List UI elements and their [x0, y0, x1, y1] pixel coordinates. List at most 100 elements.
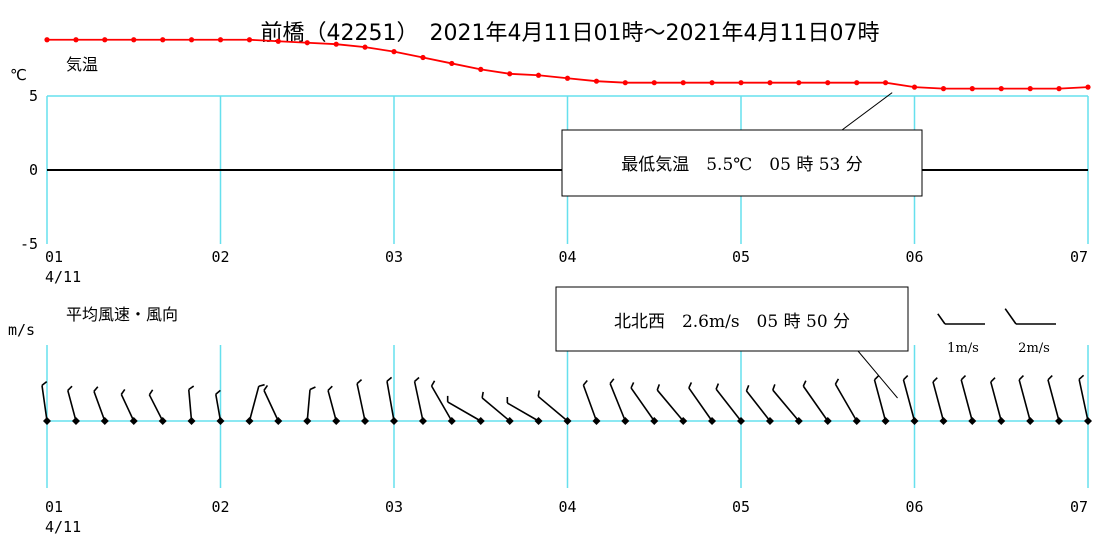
temp-point: [73, 37, 79, 43]
temp-point: [622, 80, 628, 86]
temp-xtick-label: 02: [211, 248, 229, 266]
wind-barb: [41, 381, 51, 425]
wind-legend-tick: [1004, 308, 1017, 325]
max-wind-annotation: 北北西 2.6m/s 05 時 50 分: [555, 286, 909, 399]
wind-barb-tick: [93, 386, 99, 392]
chart-title: 前橋（42251） 2021年4月11日01時～2021年4月11日07時: [261, 21, 880, 46]
wind-barb-marker: [274, 417, 283, 425]
wind-barb-marker: [418, 417, 427, 425]
wind-barb-marker: [505, 417, 514, 425]
wind-barb-staff: [248, 386, 260, 422]
temp-point: [160, 37, 166, 43]
wind-barb: [430, 380, 456, 425]
temp-point: [420, 54, 426, 61]
wind-barb: [1078, 374, 1092, 425]
temp-point: [44, 37, 50, 43]
wind-barb: [582, 379, 601, 425]
wind-legend: 1m/s 2m/s: [937, 308, 1056, 356]
temp-point: [275, 38, 281, 44]
wind-barb-marker: [534, 417, 543, 425]
wind-barb-marker: [187, 417, 196, 425]
wind-barb-staff: [688, 387, 713, 422]
wind-barb-marker: [910, 417, 919, 425]
wind-barb-marker: [708, 417, 717, 425]
wind-barb-tick: [258, 383, 265, 387]
temp-series: [44, 37, 1091, 92]
wind-barb: [990, 377, 1006, 425]
min-temp-callout-line: [841, 92, 893, 131]
temp-panel-label: 気温: [66, 55, 98, 74]
wind-barb-staff: [1047, 379, 1060, 422]
wind-barb: [148, 389, 167, 425]
temp-point: [102, 37, 108, 43]
wind-barb-tick: [990, 377, 996, 383]
wind-barb: [481, 391, 514, 425]
wind-barb-tick: [386, 376, 393, 382]
wind-barb: [356, 379, 370, 425]
wind-barb: [303, 386, 316, 425]
wind-barb-marker: [563, 417, 572, 425]
wind-barb-marker: [100, 417, 109, 425]
wind-barb: [386, 376, 398, 425]
wind-barb-staff: [506, 402, 539, 422]
temp-point: [940, 86, 947, 92]
wind-barb-tick: [215, 389, 221, 395]
wind-barb-staff: [93, 391, 106, 422]
wind-barb-marker: [1055, 417, 1064, 425]
wind-barb-marker: [447, 417, 456, 425]
wind-barb-staff: [960, 379, 974, 422]
wind-barb: [245, 383, 265, 425]
wind-barb-tick: [960, 375, 967, 381]
wind-barb-tick: [745, 385, 750, 392]
wind-barb-tick: [932, 377, 938, 383]
wind-barb-staff: [902, 379, 916, 422]
temp-point: [1085, 84, 1091, 90]
wind-barb: [1018, 375, 1035, 425]
temp-point: [478, 66, 484, 72]
wind-barb: [187, 385, 196, 425]
wind-barb-marker: [621, 417, 630, 425]
wind-barb-marker: [245, 417, 254, 425]
wind-barb-marker: [476, 417, 485, 425]
wind-barb-tick: [772, 384, 776, 391]
wind-barb: [656, 384, 688, 425]
wind-barb-tick: [688, 382, 693, 389]
wind-barb-tick: [41, 381, 48, 386]
wind-barb: [932, 377, 948, 425]
wind-barb-marker: [43, 417, 51, 425]
wind-barb-tick: [1078, 374, 1085, 380]
wind-barb-tick: [834, 378, 840, 385]
wind-barb-tick: [537, 390, 541, 397]
wind-grid: [46, 345, 1089, 488]
wind-barb-tick: [414, 376, 420, 383]
max-wind-box: [555, 286, 909, 352]
temp-point: [217, 37, 224, 43]
wind-barb-marker: [216, 417, 225, 425]
wind-barb-marker: [852, 417, 861, 425]
wind-axes: 01 02 03 04 05 06 07 4/11: [45, 498, 1088, 536]
wind-barb-staff: [187, 389, 193, 422]
wind-barb: [93, 386, 109, 425]
wind-barb-marker: [303, 417, 312, 425]
wind-xtick-label: 07: [1070, 498, 1088, 516]
wind-barb: [537, 390, 572, 425]
wind-barb: [772, 384, 803, 425]
temp-axes: 5 0 -5 01 02 03 04 05 06 07 4/11: [20, 87, 1088, 286]
wind-legend-item: 2m/s: [1004, 308, 1056, 356]
temp-point: [535, 72, 542, 78]
wind-xtick-label: 05: [732, 498, 750, 516]
temp-xtick-label: 01: [45, 248, 63, 266]
temp-point: [998, 86, 1004, 92]
wind-barb-tick: [630, 382, 635, 389]
wind-barb-marker: [158, 417, 167, 425]
wind-barb-marker: [939, 417, 948, 425]
wind-date-label: 4/11: [45, 518, 81, 536]
wind-barb-tick: [656, 384, 661, 391]
wind-barb-staff: [430, 385, 453, 422]
min-temp-annotation: 最低気温 5.5℃ 05 時 53 分: [561, 92, 923, 197]
temp-xtick-label: 05: [732, 248, 750, 266]
wind-barb: [902, 375, 919, 425]
temp-xtick-label: 03: [385, 248, 403, 266]
wind-barb-marker: [881, 417, 890, 425]
